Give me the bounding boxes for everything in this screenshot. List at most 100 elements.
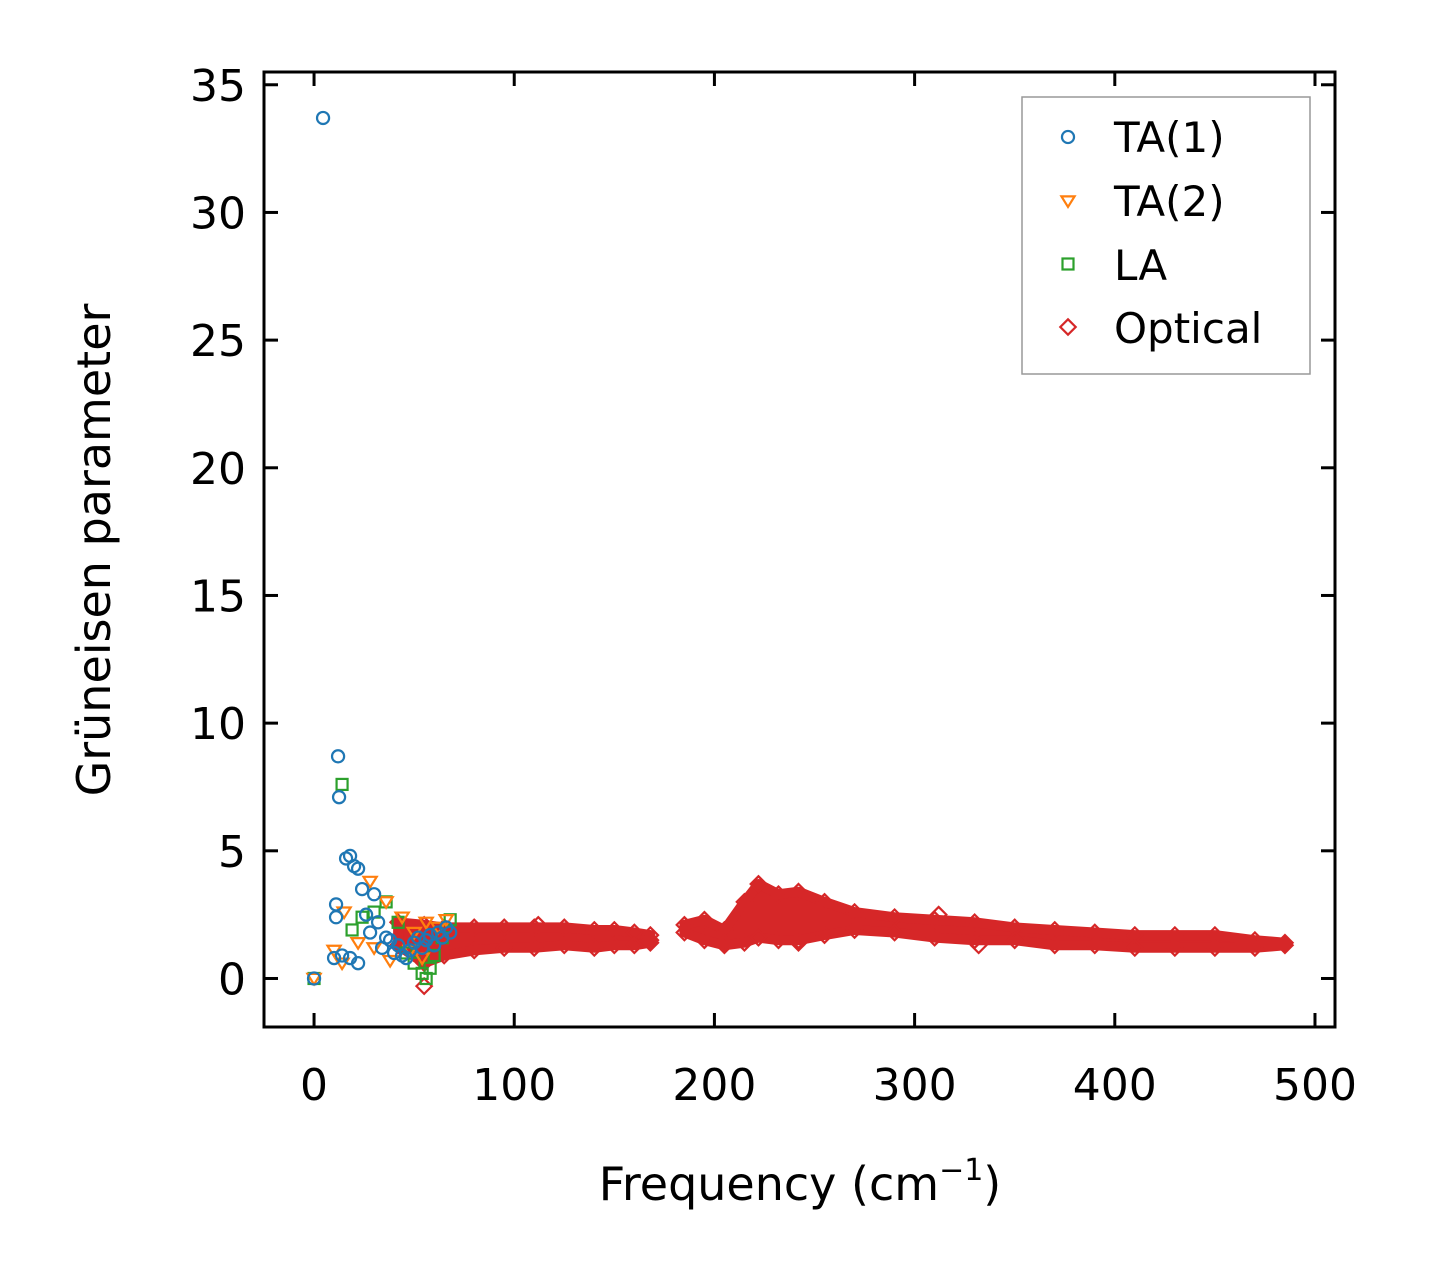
optical-point [641,933,660,952]
x-axis-title-close: ) [983,1157,1001,1211]
ta1-point [354,881,370,897]
y-tick-label: 25 [190,316,246,367]
legend-label-ta2: TA(2) [1113,177,1225,226]
ta2-point [405,926,423,941]
x-tick-label: 100 [472,1060,556,1111]
optical-point [555,918,574,937]
optical-point [735,933,754,952]
ta1-point [350,956,366,971]
optical-point [1125,938,1145,958]
y-tick-label: 0 [218,954,246,1005]
optical-point [641,930,660,950]
x-axis-title-main: Frequency (cm [599,1157,939,1211]
optical-point [1205,925,1225,945]
optical-point [494,938,514,958]
ta1-point [366,887,382,902]
optical-point [1085,923,1105,942]
y-tick-label: 20 [190,444,246,495]
optical-point [524,938,544,958]
ta2-point [437,914,455,928]
ta1-point [362,925,378,940]
legend-markers [1058,129,1078,337]
optical-point [1125,925,1145,945]
optical-point [555,936,574,955]
optical-point [815,892,834,912]
optical-point [695,910,714,930]
optical-point [885,923,904,942]
x-axis-title-superscript: −1 [939,1153,983,1188]
ta1-point [326,950,342,966]
x-tick-label: 400 [1073,1060,1157,1111]
optical-point [675,923,694,942]
optical-point [715,933,734,952]
la-point [423,961,437,975]
optical-point [1205,938,1225,958]
optical-point [1085,936,1105,955]
x-tick-label: 300 [873,1060,957,1111]
y-tick-label: 30 [190,188,246,239]
optical-point [769,930,788,950]
optical-point [494,918,514,937]
optical-point [1165,925,1185,945]
optical-point [929,905,948,924]
legend: TA(1) TA(2) LA Optical [1021,96,1311,375]
optical-point [1005,918,1024,937]
legend-label-ta1: TA(1) [1113,113,1225,162]
optical-point [1005,930,1024,950]
legend-label-optical: Optical [1114,304,1262,353]
optical-point [1245,930,1265,950]
ta1-point [306,971,322,986]
ta2-point [393,911,411,926]
optical-point [1275,936,1295,955]
legend-marker-ta2 [1059,195,1077,210]
optical-point [769,884,788,904]
ta1-point [315,110,331,126]
legend-marker-la [1061,257,1075,271]
ta1-point [398,950,414,966]
optical-point [789,933,808,952]
ta2-point [365,942,383,956]
optical-point [965,913,984,932]
ta2-point [333,957,351,972]
ta2-point [361,875,379,890]
ta2-point [349,937,367,951]
x-axis-title: Frequency (cm−1) [599,1153,1002,1211]
y-axis-title: Grüneisen parameter [67,303,121,796]
optical-point [789,930,808,950]
ta1-point [443,925,458,940]
optical-point [585,938,604,958]
optical-point [625,936,644,955]
y-tick-label: 15 [190,571,246,622]
y-tick-label: 35 [190,61,246,112]
ta1-point [334,948,350,963]
optical-point [749,928,768,947]
ta1-point [330,749,346,764]
optical-point [845,902,864,922]
optical-point [414,976,434,996]
optical-point [1245,938,1265,958]
la-point [335,777,349,792]
optical-point [735,892,754,912]
ta1-point [331,790,347,805]
ta1-point [427,938,442,953]
optical-point [675,915,694,935]
legend-marker-optical [1058,317,1078,337]
ta2-point [377,896,395,910]
x-tick-label: 0 [300,1060,328,1111]
plot-frame [262,70,1337,1029]
ta1-point [386,945,402,961]
ta1-point [328,897,344,912]
optical-point [969,936,988,955]
optical-point [1045,936,1064,955]
optical-point [815,925,834,945]
optical-point [925,910,944,930]
optical-point [845,920,864,940]
optical-point [625,923,644,942]
ta1-point [328,910,344,925]
optical-point [695,930,714,950]
ta2-point [417,916,435,931]
ta1-point [358,907,374,922]
plot-marks [305,110,1295,996]
ta1-point [370,915,386,930]
